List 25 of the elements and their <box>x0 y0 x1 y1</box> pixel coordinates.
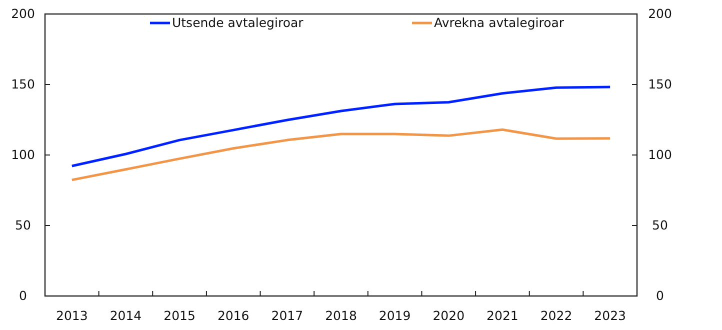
y-tick-label: 150 <box>11 76 35 92</box>
y-tick-label: 50 <box>15 218 31 232</box>
y2-tick-label: 0 <box>656 288 664 303</box>
x-tick-label: 2021 <box>486 308 518 323</box>
y2-tick-label: 100 <box>648 147 672 162</box>
x-tick-label: 2023 <box>594 308 626 323</box>
x-tick-label: 2015 <box>164 308 196 323</box>
x-tick-label: 2014 <box>110 308 142 323</box>
x-tick-label: 2013 <box>56 308 88 323</box>
legend-label: Utsende avtalegiroar <box>172 15 304 30</box>
y2-tick-label: 150 <box>648 76 672 92</box>
x-tick-label: 2016 <box>217 308 250 323</box>
y2-tick-label: 50 <box>652 218 668 232</box>
line-series <box>70 86 612 168</box>
y-tick-label: 200 <box>11 6 35 21</box>
x-tick-label: 2020 <box>432 308 465 323</box>
y-tick-label: 0 <box>19 288 28 303</box>
x-tick-label: 2017 <box>271 308 304 323</box>
line-series <box>70 128 612 182</box>
x-tick-label: 2022 <box>540 308 572 323</box>
y2-tick-label: 200 <box>648 6 672 21</box>
x-tick-label: 2018 <box>325 308 357 323</box>
x-tick-label: 2019 <box>378 308 411 323</box>
y-tick-label: 100 <box>11 147 35 162</box>
legend-label: Avrekna avtalegiroar <box>434 15 565 30</box>
